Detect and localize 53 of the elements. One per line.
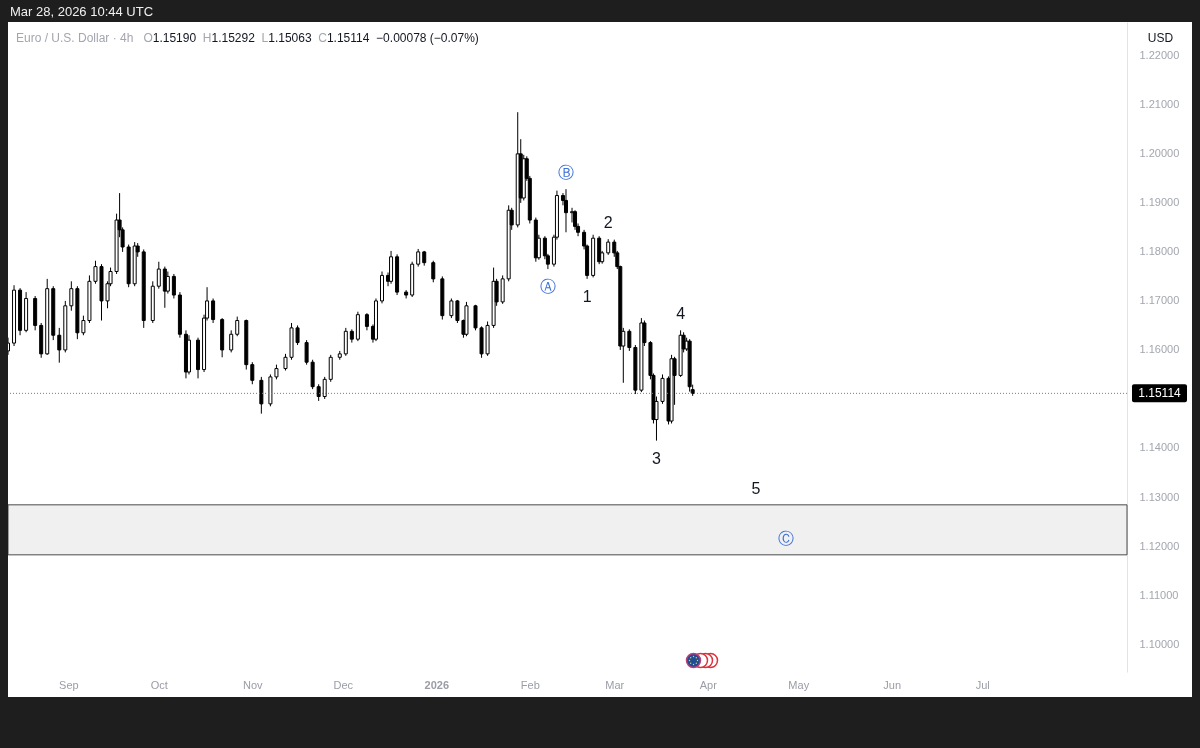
text: O1.15190 H1.15292 L1.15063 C1.15114 −0.00078 (−0.07%) [143, 31, 479, 45]
candlestick [171, 273, 176, 299]
x-tick-label: Mar [605, 678, 625, 691]
y-tick-label: 1.18000 [1139, 245, 1180, 258]
y-tick-label: 1.10000 [1139, 637, 1180, 650]
x-tick-label: May [788, 678, 810, 691]
candlestick [343, 327, 348, 357]
candlestick [259, 376, 264, 415]
x-tick-label: Oct [150, 678, 168, 691]
y-tick-label: 1.22000 [1139, 49, 1180, 62]
y-tick-label: 1.20000 [1139, 147, 1180, 160]
candlestick [322, 376, 327, 400]
candlestick [235, 316, 240, 337]
x-tick-label: Jun [883, 678, 902, 691]
candlestick [57, 327, 62, 364]
candlestick [627, 328, 632, 352]
candlestick [500, 274, 505, 305]
annotation: Ⓐ [539, 278, 556, 296]
annotation: Ⓒ [778, 529, 795, 547]
candlestick [165, 271, 170, 295]
candlestick [156, 261, 161, 290]
candlestick [69, 280, 74, 312]
y-tick-label: 1.17000 [1139, 294, 1180, 307]
candlestick [229, 329, 234, 353]
annotation: 4 [676, 305, 686, 323]
x-tick-label: Feb [520, 678, 540, 691]
y-tick-label: 1.11000 [1139, 588, 1179, 601]
y-tick-label: 1.14000 [1139, 441, 1180, 454]
y-tick-label: 1.13000 [1139, 490, 1180, 503]
text: Euro / U.S. Dollar · 4h [16, 31, 134, 45]
annotation: 3 [652, 449, 662, 467]
y-tick-label: 1.19000 [1139, 196, 1180, 209]
text: Mar 28, 2026 10:44 UTC [10, 4, 154, 19]
annotation: 1 [582, 287, 592, 305]
y-tick-label: 1.16000 [1139, 343, 1180, 356]
x-tick-label: Nov [243, 678, 264, 691]
annotation: 2 [603, 214, 613, 232]
x-tick-label: Sep [59, 678, 79, 691]
candlestick [431, 260, 436, 283]
annotation: Ⓑ [557, 164, 574, 182]
ref-line-label: 1.15114 [1138, 386, 1182, 401]
x-tick-label: 2026 [424, 678, 450, 691]
candlestick [563, 188, 568, 233]
y-tick-label: 1.21000 [1139, 98, 1180, 111]
y-tick-label: 1.12000 [1139, 539, 1180, 552]
candlestick [328, 354, 333, 383]
annotation: 5 [751, 479, 761, 497]
x-tick-label: Dec [333, 678, 354, 691]
x-tick-label: Apr [699, 678, 718, 691]
candlestick [250, 361, 255, 385]
candlestick [211, 297, 216, 324]
x-tick-label: Jul [975, 678, 990, 691]
y-axis-title: USD [1147, 30, 1174, 45]
